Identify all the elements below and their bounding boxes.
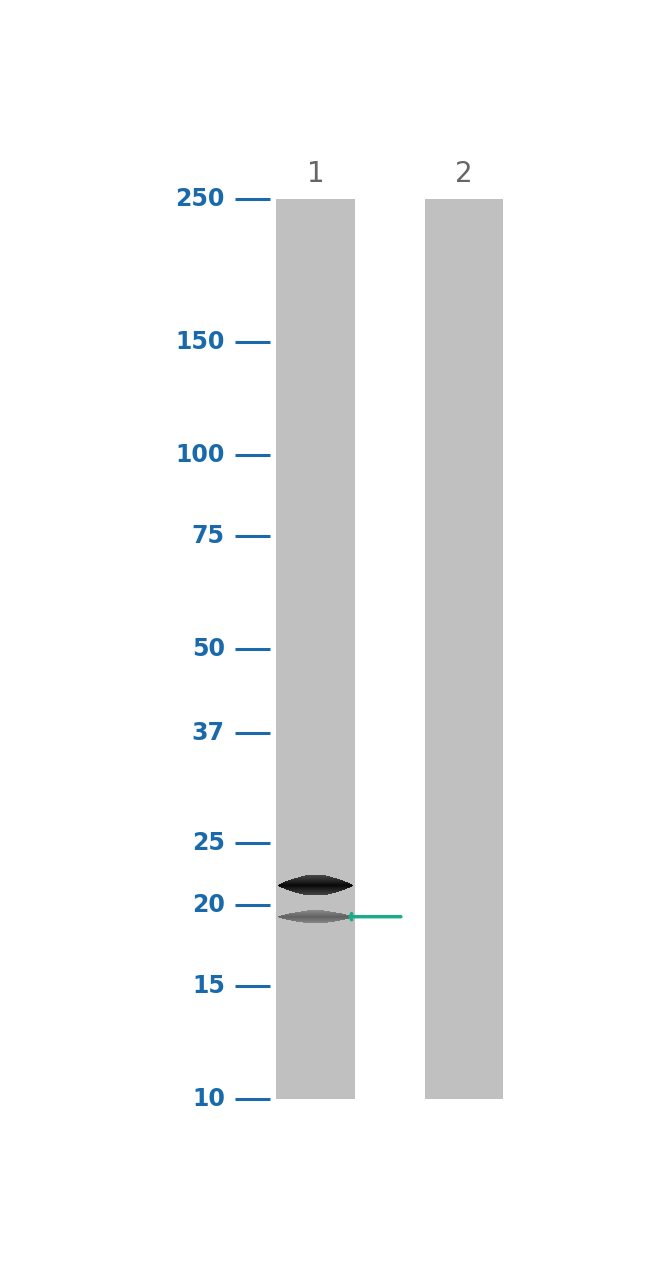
Text: 15: 15 <box>192 974 225 998</box>
Text: 150: 150 <box>176 330 225 354</box>
Text: 25: 25 <box>192 831 225 855</box>
Text: 2: 2 <box>455 160 473 188</box>
Bar <box>425 199 503 1099</box>
Bar <box>276 199 354 1099</box>
Text: 1: 1 <box>307 160 324 188</box>
Text: 100: 100 <box>176 443 225 467</box>
Text: 20: 20 <box>192 893 225 917</box>
Text: 50: 50 <box>192 638 225 662</box>
Text: 10: 10 <box>192 1087 225 1111</box>
Text: 75: 75 <box>192 523 225 547</box>
Text: 250: 250 <box>176 188 225 211</box>
Text: 37: 37 <box>192 721 225 745</box>
